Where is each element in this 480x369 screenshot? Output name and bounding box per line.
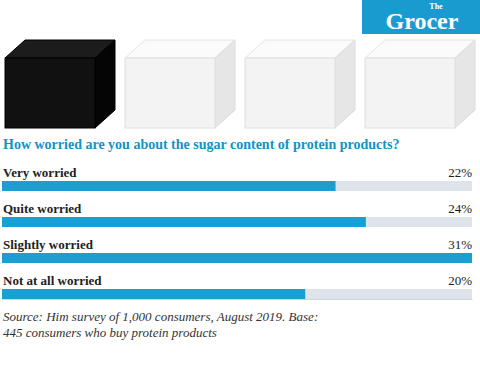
sugar-cube [125,40,235,128]
bar [2,253,472,263]
source-line: 445 consumers who buy protein products [3,325,217,340]
brand-name: Grocer [386,8,459,34]
source-line: Source: Him survey of 1,000 consumers, A… [3,309,318,324]
category-labels: Very worried Quite worried Slightly worrie… [3,165,102,288]
sugar-cube [245,40,355,128]
category-label: Slightly worried [3,237,94,252]
cube-front [125,58,215,128]
data-label: 22% [448,165,472,180]
brand-background [362,0,480,34]
bar-track [2,253,472,263]
cube-side [215,40,235,128]
category-label: Quite worried [3,201,82,216]
x-axis [3,299,473,300]
bar-track [2,217,472,227]
category-label: Very worried [3,165,77,180]
data-label: 20% [448,273,472,288]
cube-side [335,40,355,128]
tracks [2,181,472,299]
data-label: 31% [448,237,472,252]
data-label: 24% [448,201,472,216]
cube-front [5,58,95,128]
axis-line [3,299,473,300]
category-label: Not at all worried [3,273,102,288]
bar-track [2,289,472,299]
bar [2,289,305,299]
source: Source: Him survey of 1,000 consumers, A… [3,309,318,340]
data-labels: 22% 24% 31% 20% [448,165,472,288]
cube-side [455,40,475,128]
cube-front [365,58,455,128]
brand-banner: TheGrocer [362,0,480,34]
cube-side [95,40,115,128]
sugar-cube [365,40,475,128]
bar [2,217,366,227]
sugar-cubes [5,40,475,128]
chart: TheGrocer How worried are you about the s… [0,0,480,369]
bars [2,181,472,299]
sugar-cube [5,40,115,128]
cube-front [245,58,335,128]
bar-track [2,181,472,191]
title: How worried are you about the sugar cont… [3,137,399,152]
bar [2,181,336,191]
